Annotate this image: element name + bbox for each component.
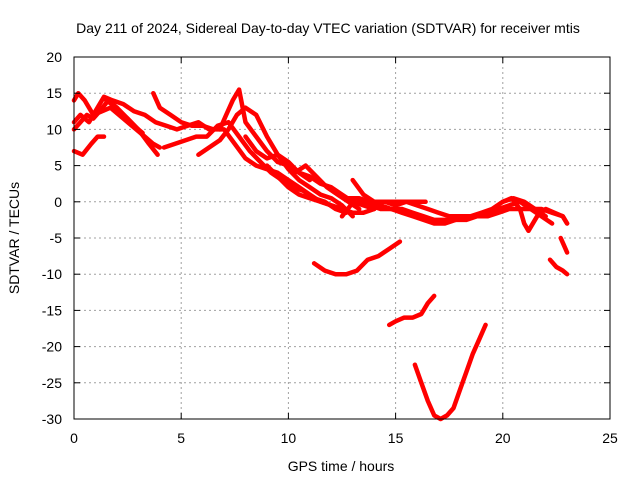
- y-tick-label: -10: [42, 266, 62, 282]
- y-tick-label: 0: [54, 194, 62, 210]
- y-tick-label: 20: [46, 49, 62, 65]
- series-arc-16: [371, 199, 428, 208]
- y-axis-label: SDTVAR / TECUs: [6, 182, 22, 294]
- tick-labels: 0 5 10 15 20 25 -30 -25 -20 -15 -10 -5 0 5 10 15 20: [42, 49, 618, 446]
- x-tick-label: 0: [70, 430, 78, 446]
- y-tick-label: -15: [42, 302, 62, 318]
- series-arc-14: [346, 195, 555, 226]
- series-arc-8: [196, 105, 355, 219]
- series-arc-11: [264, 163, 377, 215]
- series-arc-17: [500, 195, 570, 234]
- y-tick-label: 10: [46, 121, 62, 137]
- series-arc-18: [558, 235, 570, 255]
- x-axis-label: GPS time / hours: [288, 458, 395, 474]
- series-arc-9: [217, 87, 377, 212]
- series-arc-21: [386, 293, 437, 328]
- data-series: [71, 87, 570, 422]
- series-arc-5: [103, 98, 160, 157]
- x-tick-label: 15: [388, 430, 404, 446]
- x-tick-label: 5: [177, 430, 185, 446]
- grid-lines: [74, 57, 610, 419]
- x-tick-label: 25: [602, 430, 618, 446]
- y-tick-label: 5: [54, 158, 62, 174]
- y-tick-label: -30: [42, 411, 62, 427]
- chart-title: Day 211 of 2024, Sidereal Day-to-day VTE…: [76, 20, 580, 36]
- series-arc-10: [243, 134, 313, 183]
- y-tick-label: -5: [50, 230, 63, 246]
- series-arc-20: [311, 239, 403, 277]
- y-tick-label: -20: [42, 339, 62, 355]
- y-tick-label: -25: [42, 375, 62, 391]
- axis-ticks: [73, 56, 611, 420]
- series-arc-22: [412, 322, 488, 422]
- x-tick-label: 20: [495, 430, 511, 446]
- series-arc-19: [547, 257, 570, 277]
- y-tick-label: 15: [46, 85, 62, 101]
- series-arc-12: [292, 163, 362, 212]
- series-arc-4: [71, 134, 107, 157]
- x-tick-label: 10: [281, 430, 297, 446]
